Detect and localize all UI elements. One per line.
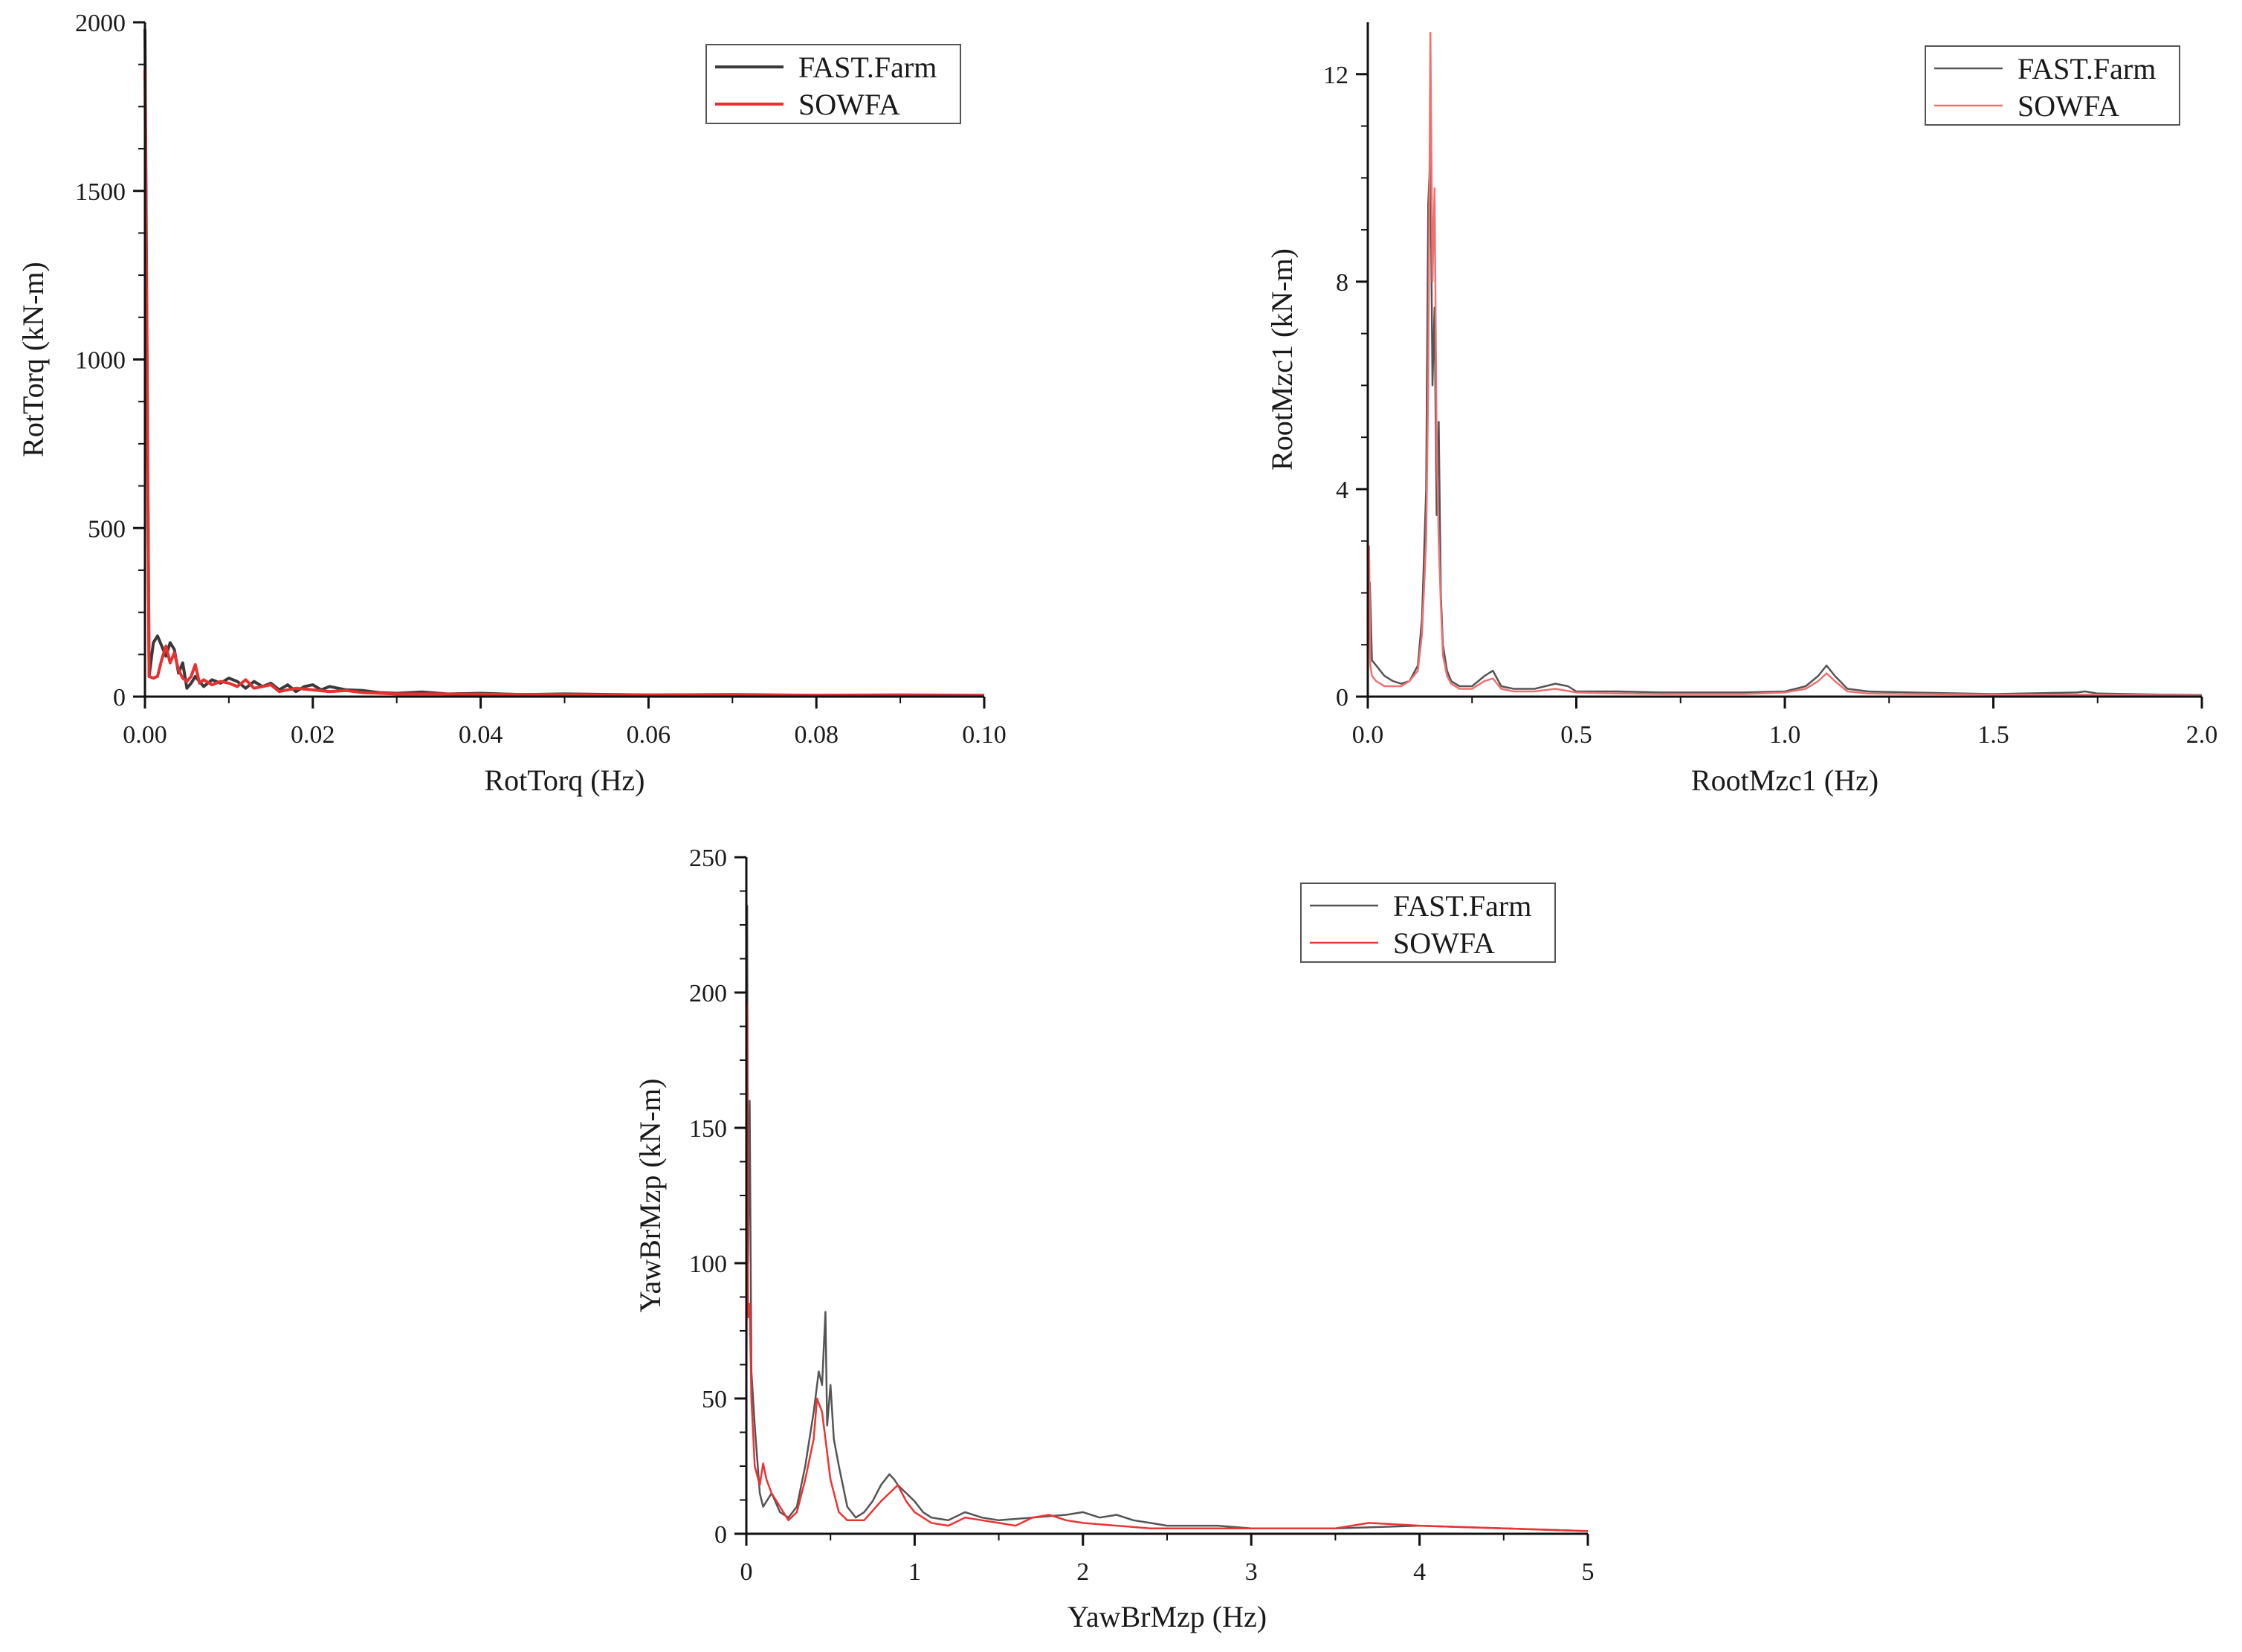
x-axis-title-yawbrmzp: YawBrMzp (Hz) <box>1067 1600 1267 1633</box>
series-line-rottorq-0 <box>143 29 985 697</box>
legend-label-rootmzc1-0: FAST.Farm <box>2018 52 2156 85</box>
series-line-yawbrmzp-0 <box>745 905 1589 1532</box>
series-line-rottorq-1 <box>143 69 985 697</box>
y-tick-label-rottorq: 1500 <box>75 178 126 206</box>
y-tick-label-rootmzc1: 8 <box>1336 269 1348 297</box>
y-tick-label-yawbrmzp: 0 <box>714 1521 727 1549</box>
x-tick-label-yawbrmzp: 4 <box>1413 1558 1426 1586</box>
y-tick-label-rootmzc1: 0 <box>1336 684 1348 712</box>
legend-box-rottorq <box>705 44 961 124</box>
y-axis-title-rootmzc1: RootMzc1 (kN-m) <box>1265 248 1299 471</box>
y-tick-label-yawbrmzp: 250 <box>689 845 727 872</box>
legend-label-yawbrmzp-1: SOWFA <box>1393 926 1495 960</box>
chart-rottorq: 0.00 0.02 0.04 0.06 0.08 0.10 0 500 1000 1500 2000… <box>16 10 1007 797</box>
series-line-yawbrmzp-1 <box>745 1002 1589 1532</box>
x-tick-label-rottorq: 0.06 <box>627 721 671 749</box>
x-tick-label-rottorq: 0.02 <box>291 721 335 749</box>
legend-label-rottorq-1: SOWFA <box>798 88 900 121</box>
y-tick-label-rottorq: 0 <box>113 684 126 712</box>
chart-rootmzc1: 0.0 0.5 1.0 1.5 2.0 0 4 8 12 RootMzc1 (Hz) RootMzc… <box>1265 22 2217 797</box>
x-tick-label-yawbrmzp: 2 <box>1076 1558 1089 1586</box>
x-tick-label-rootmzc1: 1.0 <box>1769 721 1801 749</box>
x-tick-label-yawbrmzp: 1 <box>908 1558 921 1586</box>
legend-label-yawbrmzp-0: FAST.Farm <box>1393 889 1531 923</box>
legend-box-yawbrmzp <box>1300 883 1556 963</box>
x-tick-label-rottorq: 0.04 <box>459 721 503 749</box>
series-line-rootmzc1-1 <box>1366 31 2203 697</box>
x-axis-title-rootmzc1: RootMzc1 (Hz) <box>1691 764 1878 797</box>
y-tick-label-yawbrmzp: 50 <box>702 1386 727 1413</box>
x-tick-label-rottorq: 0.00 <box>123 721 167 749</box>
legend-label-rootmzc1-1: SOWFA <box>2018 89 2119 123</box>
y-tick-label-rottorq: 500 <box>88 515 126 543</box>
series-line-rootmzc1-0 <box>1366 151 2203 697</box>
legend-label-rottorq-0: FAST.Farm <box>798 51 937 84</box>
y-tick-label-rootmzc1: 12 <box>1323 62 1348 89</box>
y-axis-title-rottorq: RotTorq (kN-m) <box>16 262 50 457</box>
x-tick-label-rootmzc1: 1.5 <box>1977 721 2009 749</box>
y-tick-label-rottorq: 1000 <box>75 347 126 375</box>
y-tick-label-yawbrmzp: 100 <box>689 1251 727 1278</box>
y-tick-label-yawbrmzp: 200 <box>689 980 727 1007</box>
x-tick-label-yawbrmzp: 5 <box>1582 1558 1595 1586</box>
x-tick-label-rottorq: 0.08 <box>794 721 839 749</box>
y-tick-label-yawbrmzp: 150 <box>689 1115 727 1143</box>
x-tick-label-rootmzc1: 0.0 <box>1352 721 1384 749</box>
x-axis-title-rottorq: RotTorq (Hz) <box>484 764 645 797</box>
x-tick-label-rootmzc1: 2.0 <box>2186 721 2218 749</box>
x-tick-label-rootmzc1: 0.5 <box>1560 721 1592 749</box>
y-tick-label-rootmzc1: 4 <box>1336 477 1348 504</box>
y-axis-title-yawbrmzp: YawBrMzp (kN-m) <box>633 1079 667 1313</box>
legend-box-rootmzc1 <box>1925 45 2180 126</box>
x-tick-label-yawbrmzp: 0 <box>740 1558 753 1586</box>
x-tick-label-yawbrmzp: 3 <box>1245 1558 1258 1586</box>
y-tick-label-rottorq: 2000 <box>75 10 126 37</box>
x-tick-label-rottorq: 0.10 <box>962 721 1007 749</box>
